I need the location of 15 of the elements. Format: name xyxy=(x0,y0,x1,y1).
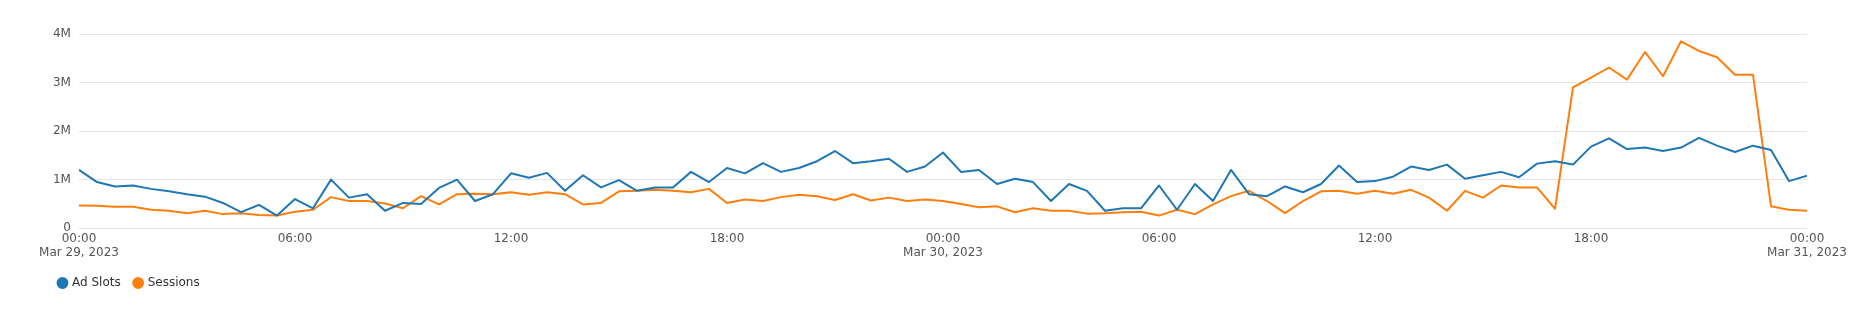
y-tick-label: 4M xyxy=(52,26,71,41)
x-tick-label: 00:00 Mar 30, 2023 xyxy=(903,230,983,259)
x-tick-label: 12:00 xyxy=(493,230,529,245)
x-tick-label: 12:00 xyxy=(1357,230,1393,245)
legend-label: Ad Slots xyxy=(72,275,121,290)
y-tick-label: 3M xyxy=(52,74,71,89)
x-tick-label: 00:00 Mar 31, 2023 xyxy=(1767,230,1847,259)
x-tick-label: 18:00 xyxy=(709,230,745,245)
x-tick-label: 18:00 xyxy=(1573,230,1609,245)
x-tick-label: 00:00 Mar 29, 2023 xyxy=(39,230,119,259)
x-tick-label: 06:00 xyxy=(277,230,313,245)
y-tick-label: 2M xyxy=(52,123,71,138)
x-tick-label: 06:00 xyxy=(1141,230,1177,245)
legend-label: Sessions xyxy=(147,275,200,290)
y-tick-label: 1M xyxy=(52,171,71,186)
